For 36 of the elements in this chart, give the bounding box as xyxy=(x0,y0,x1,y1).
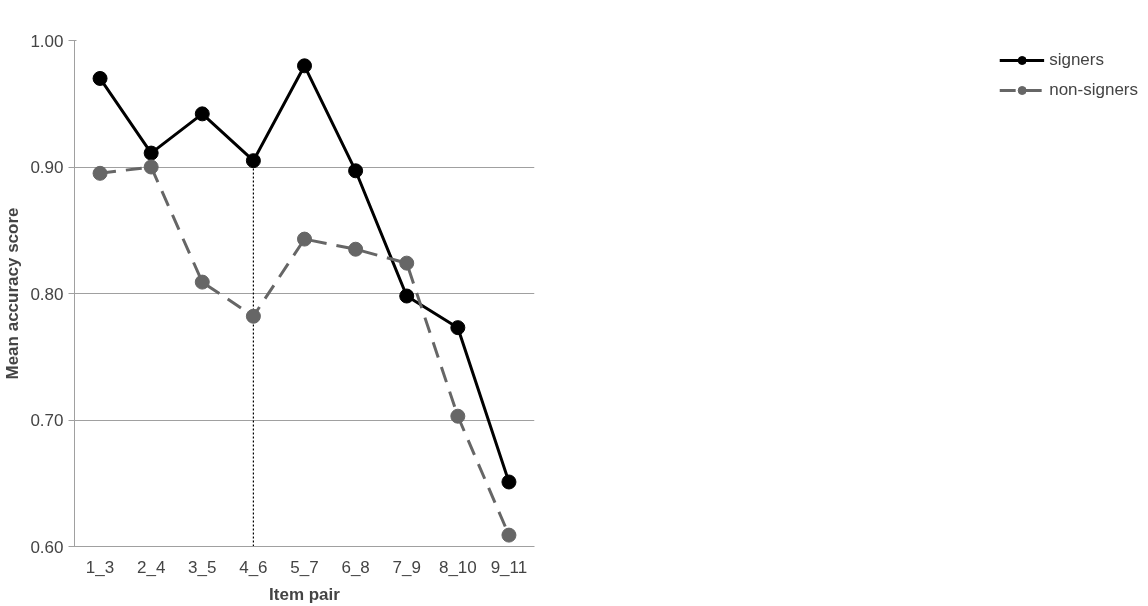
x-tick-label: 9_11 xyxy=(490,557,528,577)
x-tick-label: 4_6 xyxy=(239,557,268,577)
x-tick-label: 7_9 xyxy=(392,557,421,577)
legend-label: non-signers xyxy=(1049,80,1138,100)
x-tick-label: 2_4 xyxy=(136,557,166,577)
y-axis-title: Mean accuracy score xyxy=(3,207,23,380)
legend-label: signers xyxy=(1049,50,1104,70)
x-tick-label: 8_10 xyxy=(438,557,477,577)
point xyxy=(92,70,108,86)
y-tick-label: 0.90 xyxy=(30,158,64,177)
point xyxy=(501,527,517,543)
x-axis-title: Item pair xyxy=(269,584,341,604)
point xyxy=(194,106,210,122)
point xyxy=(348,241,364,257)
y-tick-label: 0.60 xyxy=(30,537,64,557)
point xyxy=(297,231,312,247)
point xyxy=(348,163,364,179)
point xyxy=(245,153,261,169)
x-tick-label: 1_3 xyxy=(85,557,115,577)
y-tick-label: 0.70 xyxy=(30,411,64,430)
point xyxy=(92,165,108,181)
x-tick-label: 3_5 xyxy=(188,557,217,577)
point xyxy=(399,288,415,304)
point xyxy=(194,274,210,290)
point xyxy=(399,255,415,271)
y-tick-label: 1.00 xyxy=(30,31,64,51)
x-tick-label: 5_7 xyxy=(290,557,319,577)
y-tick-label: 0.80 xyxy=(30,284,64,304)
point xyxy=(297,58,312,74)
point xyxy=(450,408,466,424)
point xyxy=(143,159,159,175)
point xyxy=(245,308,261,324)
point xyxy=(143,145,159,161)
point xyxy=(501,474,517,490)
x-tick-label: 6_8 xyxy=(341,557,370,577)
point xyxy=(450,320,466,336)
